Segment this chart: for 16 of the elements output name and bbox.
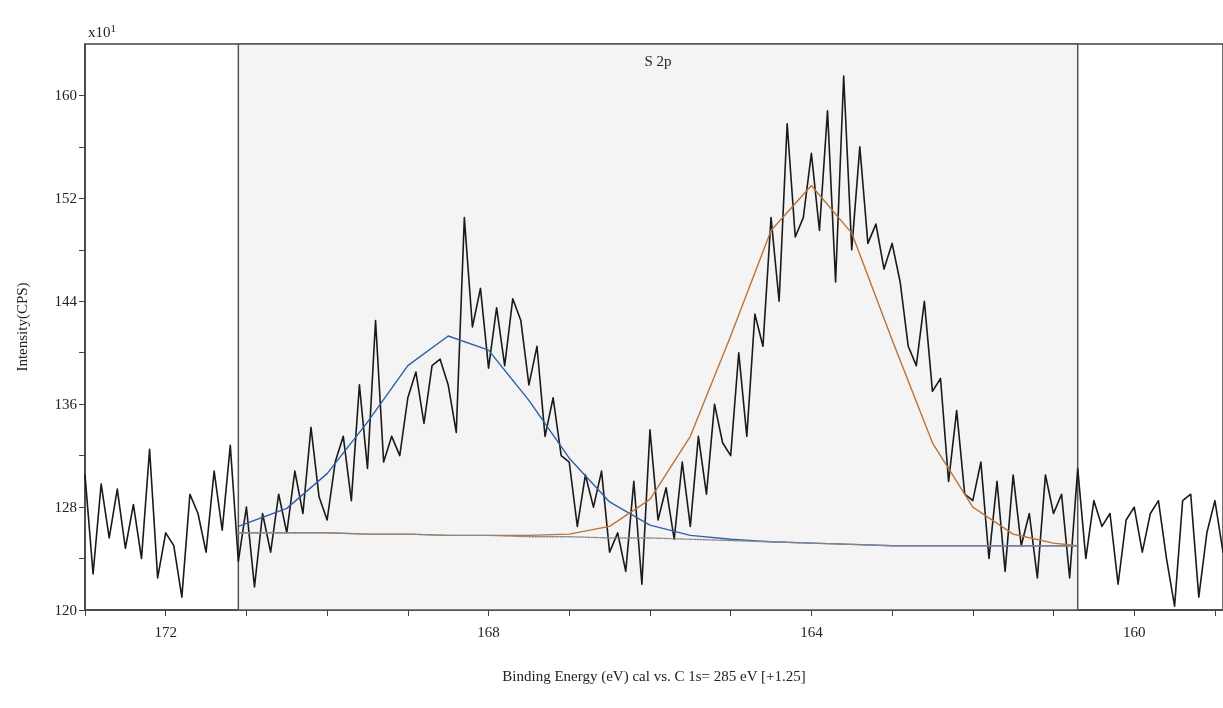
- y-tick-label: 128: [54, 499, 77, 516]
- x-axis-title: Binding Energy (eV) cal vs. C 1s= 285 eV [+1.25]: [502, 667, 806, 685]
- line-series: [84, 75, 1223, 607]
- x-tick-label: 168: [477, 623, 500, 640]
- x-tick-label: 172: [154, 623, 177, 640]
- x-tick-label: 160: [1122, 623, 1146, 640]
- y-tick-label: 120: [54, 602, 77, 618]
- band-label: S 2p: [644, 52, 672, 69]
- y-tick-label: 144: [54, 293, 78, 310]
- line-series: [237, 184, 1079, 547]
- y-tick-label: 136: [54, 396, 78, 413]
- y-tick-label: 160: [54, 87, 77, 104]
- y-axis-title: Intensity(CPS): [13, 282, 31, 372]
- y-tick-label: 152: [54, 190, 77, 207]
- line-series: [237, 532, 1079, 547]
- x-tick-label: 164: [800, 623, 824, 640]
